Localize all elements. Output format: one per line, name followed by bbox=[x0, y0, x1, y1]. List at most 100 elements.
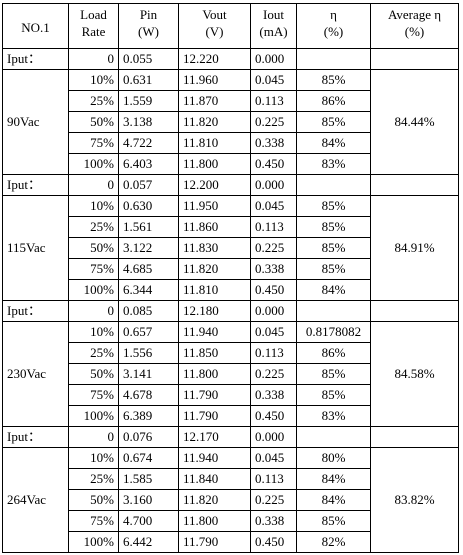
cell: 0.045 bbox=[250, 195, 297, 217]
cell bbox=[296, 300, 371, 322]
data-row: 100% 6.389 11.790 0.450 83% bbox=[3, 405, 459, 427]
header-cell: Pin (W) bbox=[118, 3, 179, 49]
cell: 11.820 bbox=[178, 258, 251, 280]
cell: 0.338 bbox=[250, 258, 297, 280]
cell: 6.389 bbox=[118, 405, 179, 427]
data-row: 75% 4.700 11.800 0.338 85% bbox=[3, 510, 459, 532]
cell: 6.344 bbox=[118, 279, 179, 301]
cell: 11.820 bbox=[178, 489, 251, 511]
cell: 0.225 bbox=[250, 111, 297, 133]
data-row: 230Vac 10% 0.657 11.940 0.045 0.8178082 84.58% bbox=[2, 321, 459, 427]
cell: 25% bbox=[68, 342, 119, 364]
cell: 75% bbox=[68, 258, 119, 280]
cell: 0.045 bbox=[250, 321, 297, 343]
cell: 100% bbox=[68, 405, 119, 427]
cell: 11.800 bbox=[178, 153, 251, 175]
cell: 0.057 bbox=[118, 174, 179, 196]
cell: 0.338 bbox=[250, 384, 297, 406]
cell: 50% bbox=[68, 111, 119, 133]
header-text: (W) bbox=[138, 24, 159, 39]
cell: 11.840 bbox=[178, 468, 251, 490]
cell: 84% bbox=[296, 132, 371, 154]
cell: 0.113 bbox=[250, 342, 297, 364]
average-empty bbox=[370, 426, 459, 448]
cell: 0.450 bbox=[250, 279, 297, 301]
cell: 75% bbox=[68, 132, 119, 154]
data-row: 50% 3.122 11.830 0.225 85% bbox=[3, 237, 459, 259]
cell: 12.220 bbox=[178, 48, 251, 70]
input-label: Iput： bbox=[2, 174, 69, 196]
cell: 11.810 bbox=[178, 279, 251, 301]
header-text: (%) bbox=[323, 24, 344, 39]
header-text: Average η bbox=[387, 7, 442, 22]
input-label: Iput： bbox=[2, 300, 69, 322]
cell: 12.170 bbox=[178, 426, 251, 448]
cell: 84% bbox=[296, 489, 371, 511]
cell: 85% bbox=[296, 258, 371, 280]
cell: 3.141 bbox=[118, 363, 179, 385]
cell: 10% bbox=[68, 195, 119, 217]
header-cell: NO.1 bbox=[2, 3, 69, 49]
header-text: Iout bbox=[263, 7, 284, 22]
data-row: 75% 4.722 11.810 0.338 84% bbox=[3, 132, 459, 154]
cell: 50% bbox=[68, 237, 119, 259]
cell: 11.820 bbox=[178, 111, 251, 133]
header-text: Rate bbox=[81, 24, 106, 39]
header-text: Vout bbox=[202, 7, 227, 22]
cell: 1.556 bbox=[118, 342, 179, 364]
cell: 3.138 bbox=[118, 111, 179, 133]
data-row: 100% 6.442 11.790 0.450 82% bbox=[3, 531, 459, 553]
data-row: 100% 6.403 11.800 0.450 83% bbox=[3, 153, 459, 175]
cell: 11.790 bbox=[178, 405, 251, 427]
data-row: Iput： 0 0.057 12.200 0.000 bbox=[2, 174, 459, 196]
cell: 11.850 bbox=[178, 342, 251, 364]
cell: 11.790 bbox=[178, 531, 251, 553]
cell: 0.055 bbox=[118, 48, 179, 70]
data-row: 25% 1.559 11.870 0.113 86% bbox=[3, 90, 459, 112]
input-label: Iput： bbox=[2, 48, 69, 70]
average-value: 84.91% bbox=[370, 195, 459, 301]
average-empty bbox=[370, 300, 459, 322]
cell: 0.225 bbox=[250, 363, 297, 385]
average-empty bbox=[370, 174, 459, 196]
cell: 0.085 bbox=[118, 300, 179, 322]
cell: 4.722 bbox=[118, 132, 179, 154]
cell: 25% bbox=[68, 468, 119, 490]
cell: 0.450 bbox=[250, 531, 297, 553]
data-row: 25% 1.561 11.860 0.113 85% bbox=[3, 216, 459, 238]
cell: 84% bbox=[296, 468, 371, 490]
voltage-label: 115Vac bbox=[2, 195, 69, 301]
cell: 85% bbox=[296, 363, 371, 385]
cell: 12.200 bbox=[178, 174, 251, 196]
cell: 0.000 bbox=[250, 48, 297, 70]
cell: 0.8178082 bbox=[296, 321, 371, 343]
cell: 0.076 bbox=[118, 426, 179, 448]
cell: 82% bbox=[296, 531, 371, 553]
cell: 0.338 bbox=[250, 132, 297, 154]
cell: 4.678 bbox=[118, 384, 179, 406]
cell: 75% bbox=[68, 384, 119, 406]
cell: 11.860 bbox=[178, 216, 251, 238]
cell: 0.000 bbox=[250, 300, 297, 322]
cell: 11.790 bbox=[178, 384, 251, 406]
cell: 0.630 bbox=[118, 195, 179, 217]
cell: 11.960 bbox=[178, 69, 251, 91]
header-text: NO.1 bbox=[21, 19, 50, 35]
cell: 0.674 bbox=[118, 447, 179, 469]
cell: 86% bbox=[296, 342, 371, 364]
average-value: 84.58% bbox=[370, 321, 459, 427]
cell: 100% bbox=[68, 153, 119, 175]
cell: 11.830 bbox=[178, 237, 251, 259]
cell: 0 bbox=[68, 426, 119, 448]
cell: 0 bbox=[68, 300, 119, 322]
cell: 25% bbox=[68, 90, 119, 112]
cell: 0.113 bbox=[250, 468, 297, 490]
cell: 0.045 bbox=[250, 447, 297, 469]
cell: 0 bbox=[68, 48, 119, 70]
average-value: 84.44% bbox=[370, 69, 459, 175]
cell: 85% bbox=[296, 69, 371, 91]
cell: 4.700 bbox=[118, 510, 179, 532]
header-text: (mA) bbox=[259, 24, 288, 39]
cell: 3.122 bbox=[118, 237, 179, 259]
